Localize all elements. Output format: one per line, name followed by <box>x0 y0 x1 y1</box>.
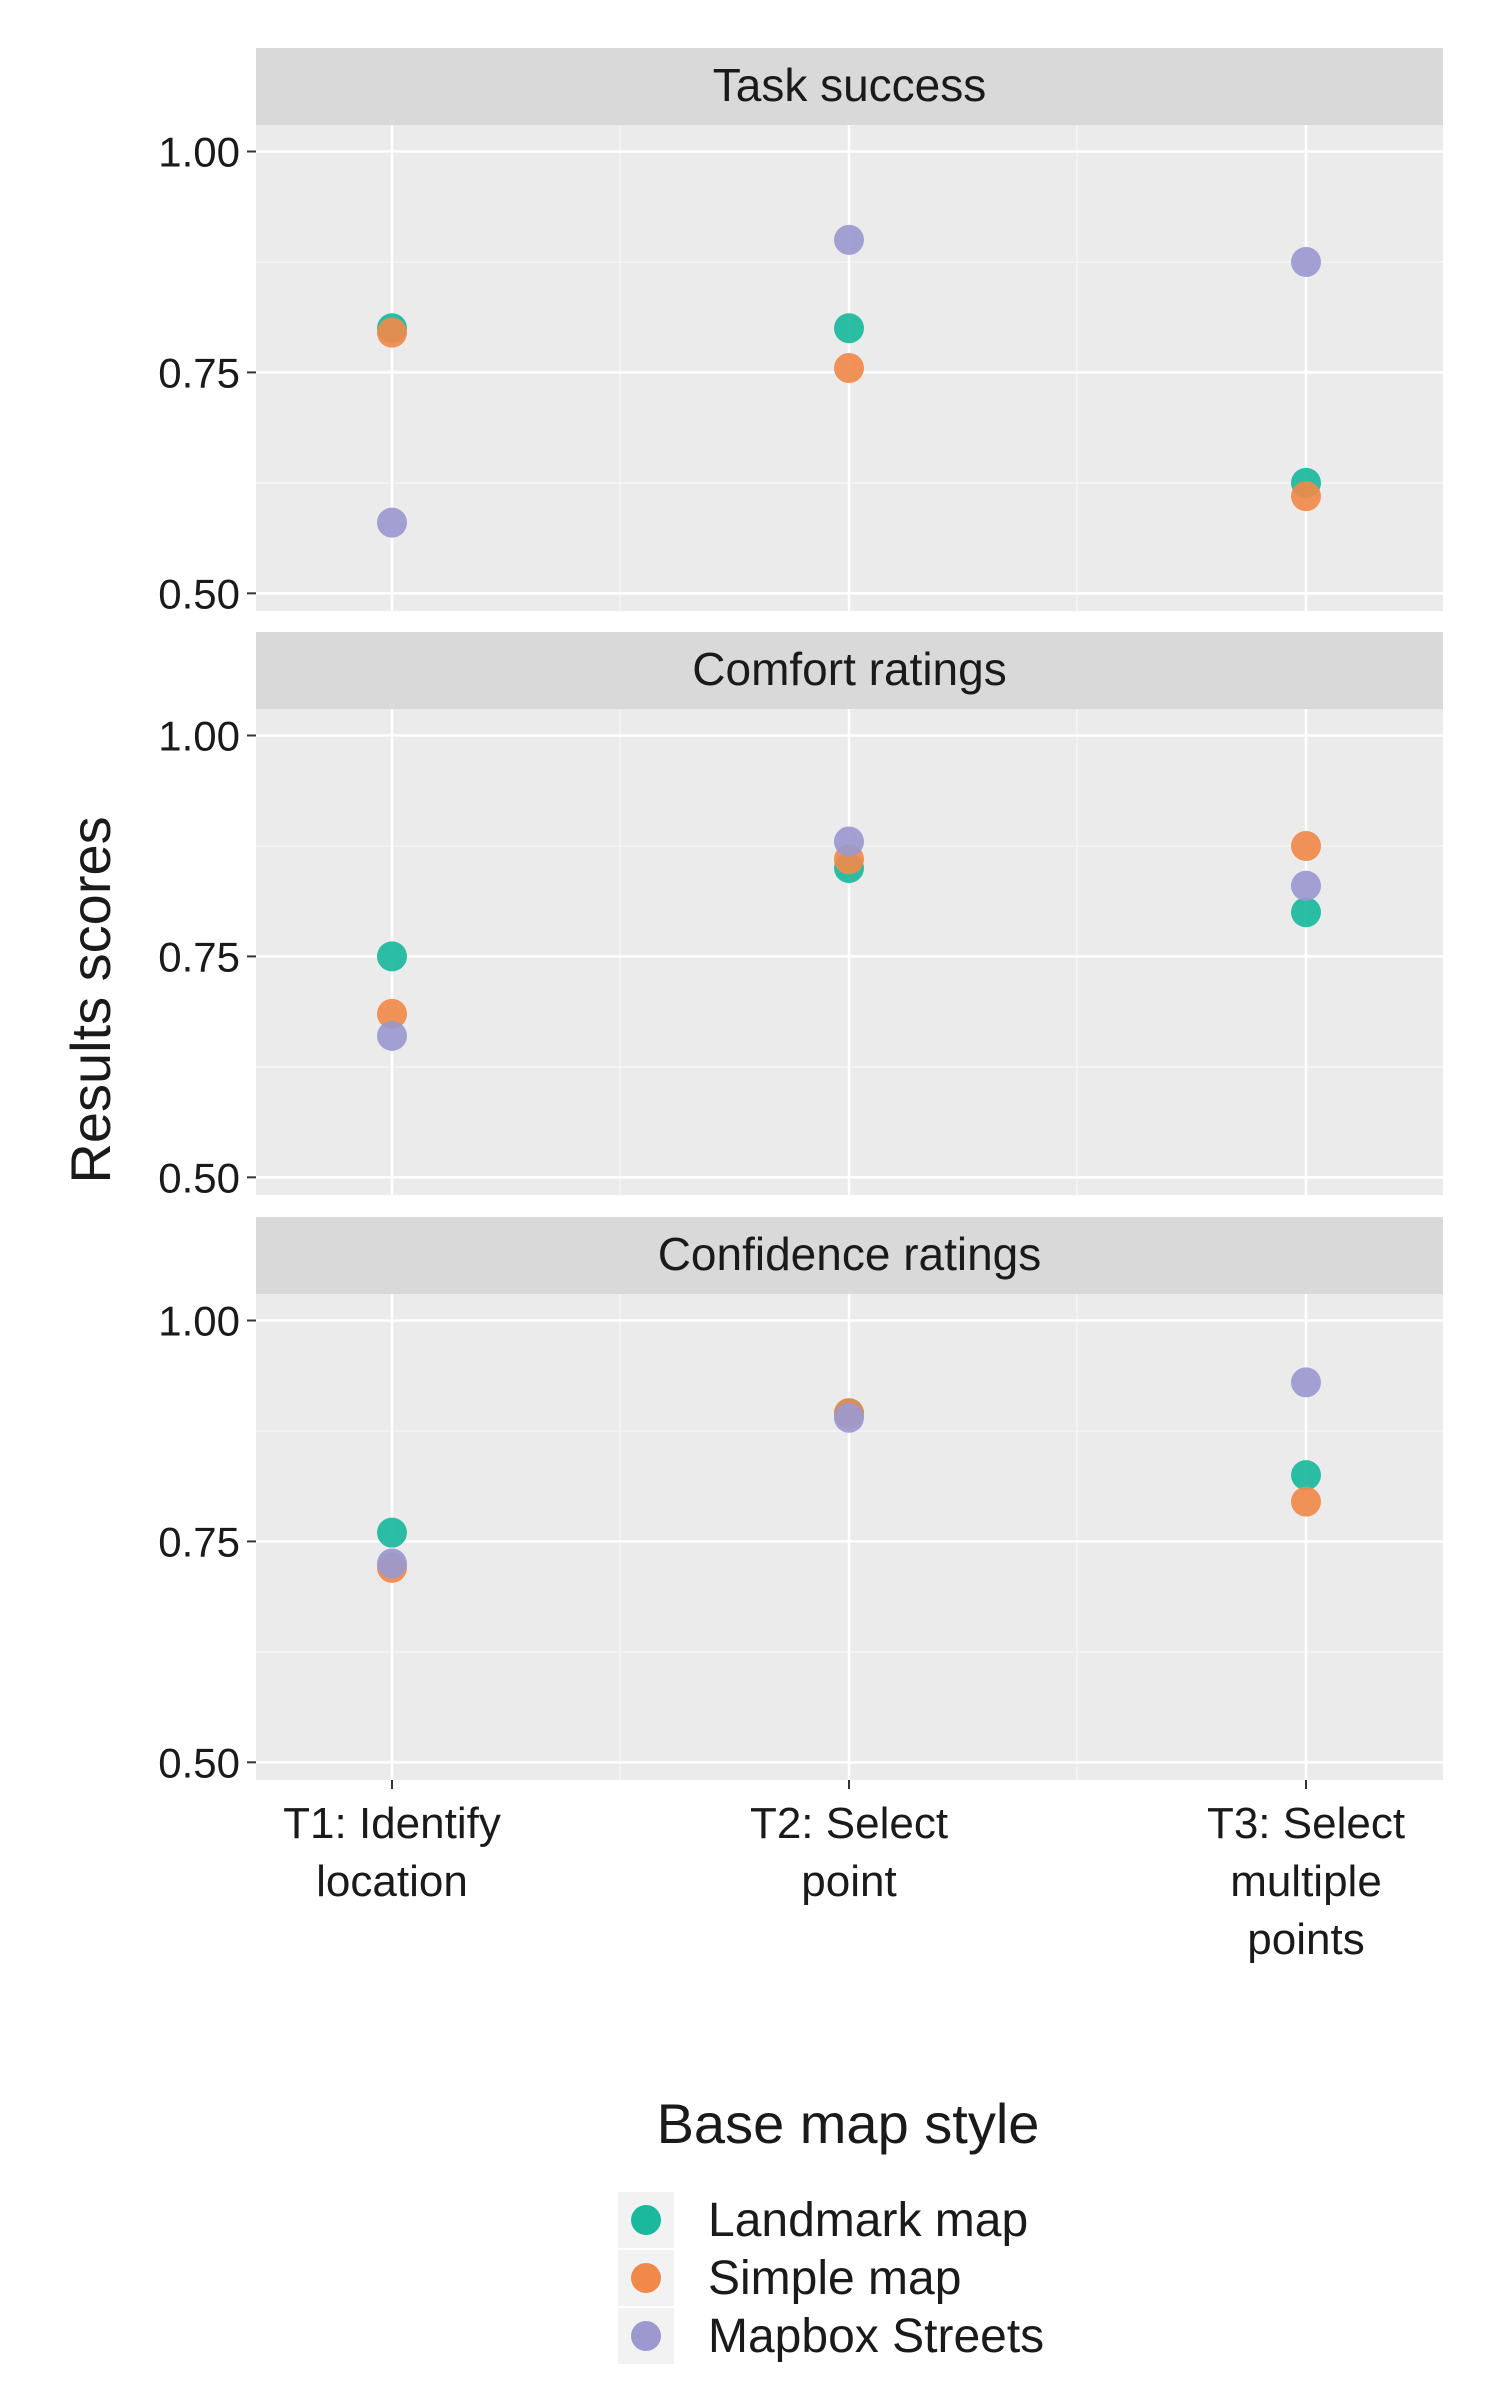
panel-title: Confidence ratings <box>658 1228 1042 1280</box>
y-tick-label: 0.50 <box>158 1154 240 1201</box>
panel-strip <box>256 1217 1443 1294</box>
data-point-mapbox-streets <box>1291 246 1321 277</box>
data-point-mapbox-streets <box>1291 1367 1321 1398</box>
data-point-mapbox-streets <box>1291 870 1321 901</box>
data-point-landmark-map <box>377 941 407 972</box>
legend-key <box>631 2321 661 2351</box>
data-point-simple-map <box>1291 1486 1321 1517</box>
data-point-mapbox-streets <box>377 507 407 538</box>
panel-title: Comfort ratings <box>692 643 1006 695</box>
y-tick-label: 0.50 <box>158 1739 240 1786</box>
legend-key <box>631 2263 661 2293</box>
legend-label: Simple map <box>708 2252 961 2305</box>
data-point-mapbox-streets <box>377 1020 407 1051</box>
y-tick-label: 0.50 <box>158 570 240 617</box>
data-point-simple-map <box>834 353 864 383</box>
y-tick-label: 0.75 <box>158 349 240 396</box>
y-tick-label: 1.00 <box>158 1298 240 1345</box>
data-point-simple-map <box>1291 481 1321 512</box>
data-point-landmark-map <box>377 1517 407 1548</box>
data-point-simple-map <box>377 317 407 348</box>
x-tick-label: location <box>316 1857 468 1906</box>
y-tick-label: 1.00 <box>158 129 240 176</box>
panel-strip <box>256 632 1443 709</box>
data-point-landmark-map <box>834 313 864 344</box>
x-tick-label: T3: Select <box>1207 1799 1405 1848</box>
x-tick-label: points <box>1247 1915 1364 1964</box>
legend-title: Base map style <box>657 2092 1040 2155</box>
legend-label: Landmark map <box>708 2194 1028 2247</box>
x-tick-label: T1: Identify <box>283 1799 501 1848</box>
y-axis-title: Results scores <box>59 816 122 1183</box>
legend-label: Mapbox Streets <box>708 2310 1044 2363</box>
data-point-mapbox-streets <box>377 1548 407 1579</box>
x-tick-label: multiple <box>1230 1857 1382 1906</box>
y-tick-label: 0.75 <box>158 1518 240 1565</box>
data-point-simple-map <box>1291 830 1321 861</box>
x-tick-label: point <box>801 1857 896 1906</box>
data-point-landmark-map <box>1291 1460 1321 1491</box>
x-tick-label: T2: Select <box>750 1799 948 1848</box>
panel-title: Task success <box>713 59 987 111</box>
legend-key <box>631 2205 661 2235</box>
panel-strip <box>256 48 1443 125</box>
data-point-landmark-map <box>1291 897 1321 928</box>
y-tick-label: 1.00 <box>158 713 240 760</box>
y-tick-label: 0.75 <box>158 933 240 980</box>
data-point-mapbox-streets <box>834 826 864 857</box>
data-point-mapbox-streets <box>834 224 864 255</box>
data-point-mapbox-streets <box>834 1402 864 1433</box>
data-point-simple-map <box>377 998 407 1029</box>
